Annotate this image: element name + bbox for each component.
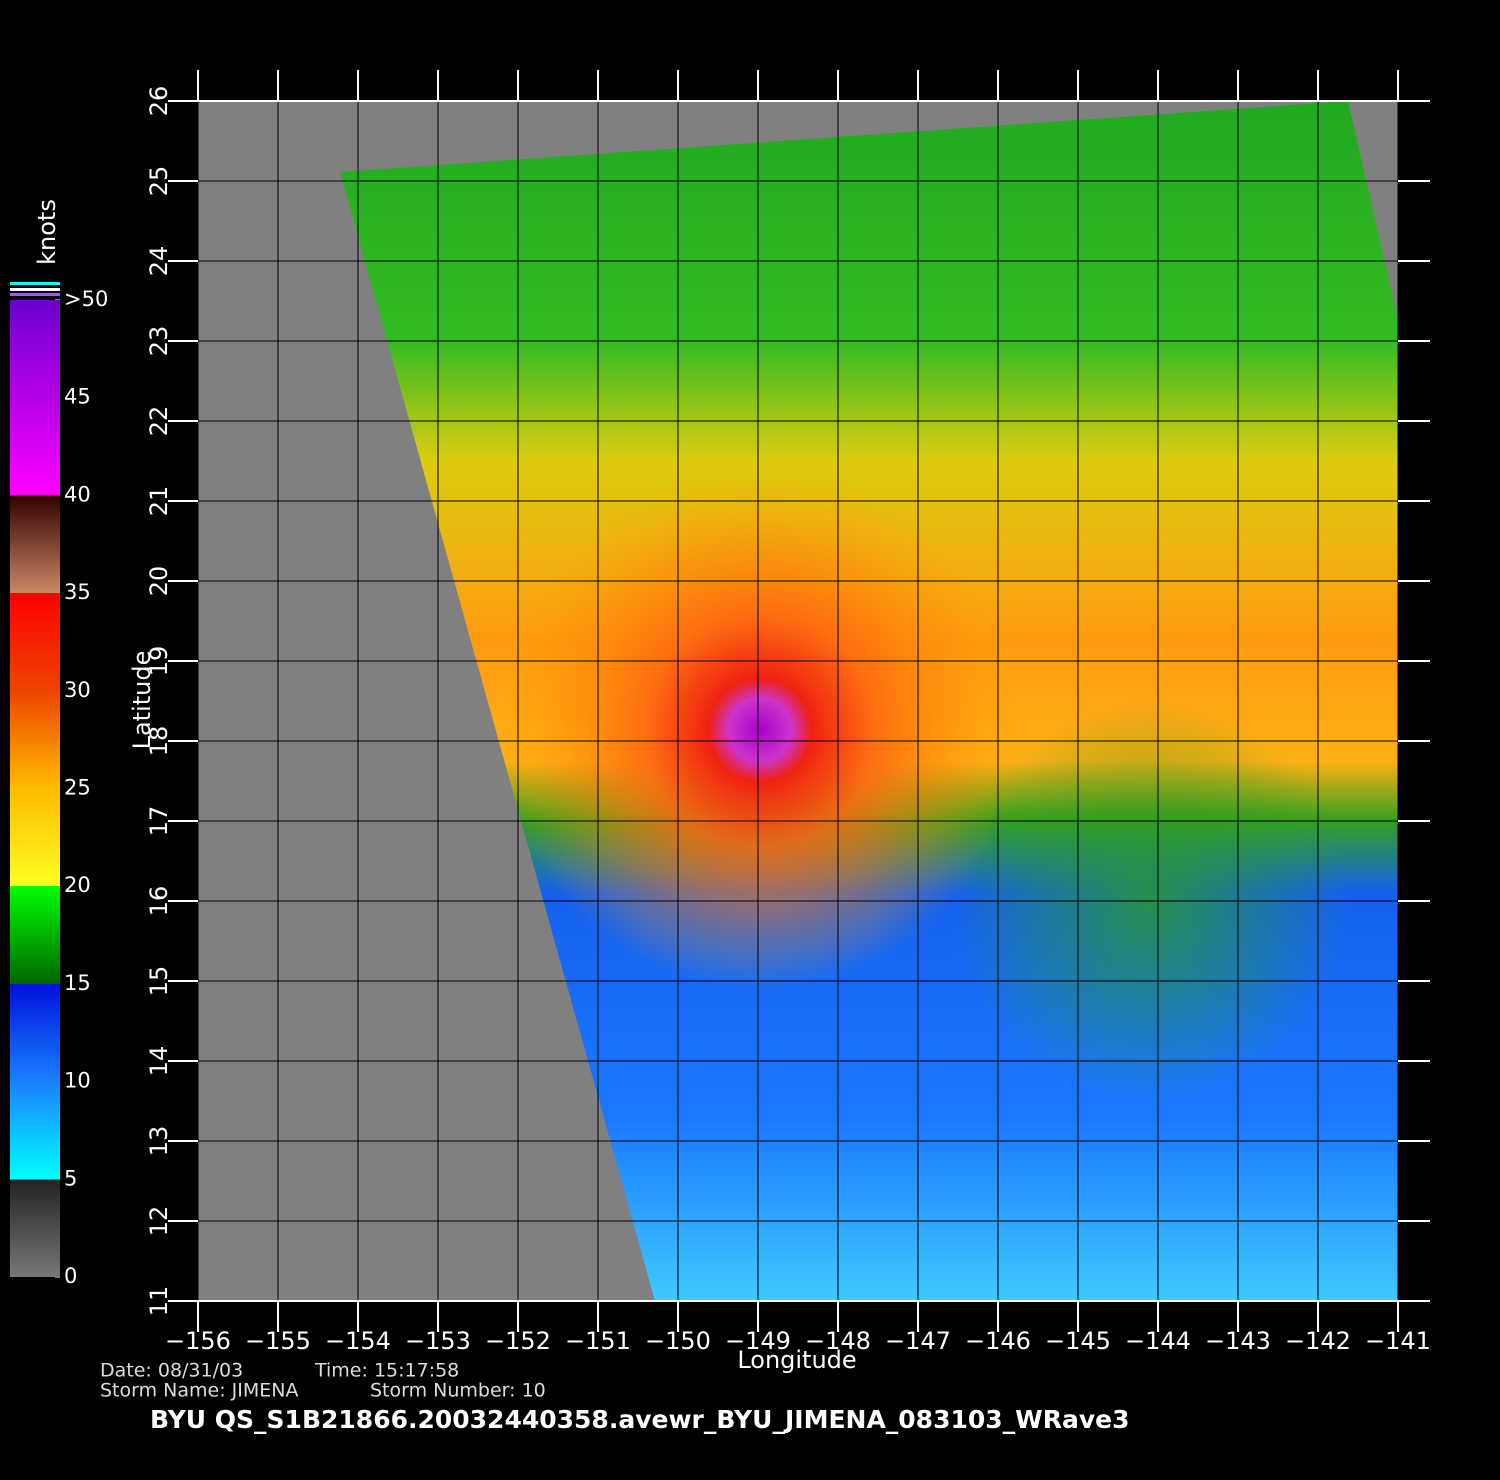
y-tick-label: 15 bbox=[145, 966, 173, 997]
x-tick-label: −141 bbox=[1365, 1327, 1431, 1355]
colorbar-tick-label: 45 bbox=[64, 385, 91, 409]
x-tick-label: −149 bbox=[725, 1327, 791, 1355]
colorbar-cap bbox=[10, 288, 60, 291]
x-tick-label: −152 bbox=[485, 1327, 551, 1355]
x-tick-label: −148 bbox=[805, 1327, 871, 1355]
colorbar-tick-label: 0 bbox=[64, 1264, 77, 1288]
colorbar-tick-label: 30 bbox=[64, 678, 91, 702]
storm-number: Storm Number: 10 bbox=[370, 1380, 546, 1402]
y-tick-label: 19 bbox=[145, 646, 173, 677]
y-tick-label: 20 bbox=[145, 566, 173, 597]
x-tick-label: −156 bbox=[165, 1327, 231, 1355]
y-tick-label: 11 bbox=[145, 1286, 173, 1317]
x-tick-label: −144 bbox=[1125, 1327, 1191, 1355]
x-tick-label: −153 bbox=[405, 1327, 471, 1355]
colorbar-tick-label: 10 bbox=[64, 1069, 91, 1093]
y-tick-label: 16 bbox=[145, 886, 173, 917]
y-tick-label: 22 bbox=[145, 406, 173, 437]
x-tick-label: −147 bbox=[885, 1327, 951, 1355]
colorbar-tick-label: 15 bbox=[64, 971, 91, 995]
y-tick-label: 24 bbox=[145, 246, 173, 277]
colorbar-cap bbox=[10, 293, 60, 296]
title: BYU QS_S1B21866.20032440358.avewr_BYU_JI… bbox=[150, 1405, 1130, 1434]
colorbar-label: knots bbox=[33, 199, 61, 265]
colorbar bbox=[10, 300, 60, 1277]
y-tick-label: 26 bbox=[145, 86, 173, 117]
colorbar-tick-label: 20 bbox=[64, 873, 91, 897]
y-tick-label: 12 bbox=[145, 1206, 173, 1237]
time: Time: 15:17:58 bbox=[314, 1360, 459, 1382]
y-tick-label: 18 bbox=[145, 726, 173, 757]
storm-name: Storm Name: JIMENA bbox=[100, 1380, 298, 1402]
y-tick-label: 23 bbox=[145, 326, 173, 357]
x-tick-label: −142 bbox=[1285, 1327, 1351, 1355]
colorbar-cap bbox=[10, 282, 60, 285]
colorbar-tick-label: 25 bbox=[64, 776, 91, 800]
y-tick-label: 25 bbox=[145, 166, 173, 197]
y-tick-label: 21 bbox=[145, 486, 173, 517]
x-tick-label: −150 bbox=[645, 1327, 711, 1355]
x-tick-label: −154 bbox=[325, 1327, 391, 1355]
y-axis-label: Latitude bbox=[128, 651, 156, 750]
x-tick-label: −146 bbox=[965, 1327, 1031, 1355]
y-tick-label: 14 bbox=[145, 1046, 173, 1077]
y-tick-label: 13 bbox=[145, 1126, 173, 1157]
colorbar-tick-label: 5 bbox=[64, 1166, 77, 1190]
colorbar-tick-label: 40 bbox=[64, 482, 91, 506]
x-tick-label: −145 bbox=[1045, 1327, 1111, 1355]
y-tick-label: 17 bbox=[145, 806, 173, 837]
x-tick-label: −151 bbox=[565, 1327, 631, 1355]
x-tick-label: −155 bbox=[245, 1327, 311, 1355]
date: Date: 08/31/03 bbox=[100, 1360, 243, 1382]
x-axis-label: Longitude bbox=[737, 1346, 856, 1374]
x-tick-label: −143 bbox=[1205, 1327, 1271, 1355]
swath bbox=[340, 101, 1398, 1301]
colorbar-tick-label: >50 bbox=[64, 287, 108, 311]
colorbar-tick-label: 35 bbox=[64, 580, 91, 604]
